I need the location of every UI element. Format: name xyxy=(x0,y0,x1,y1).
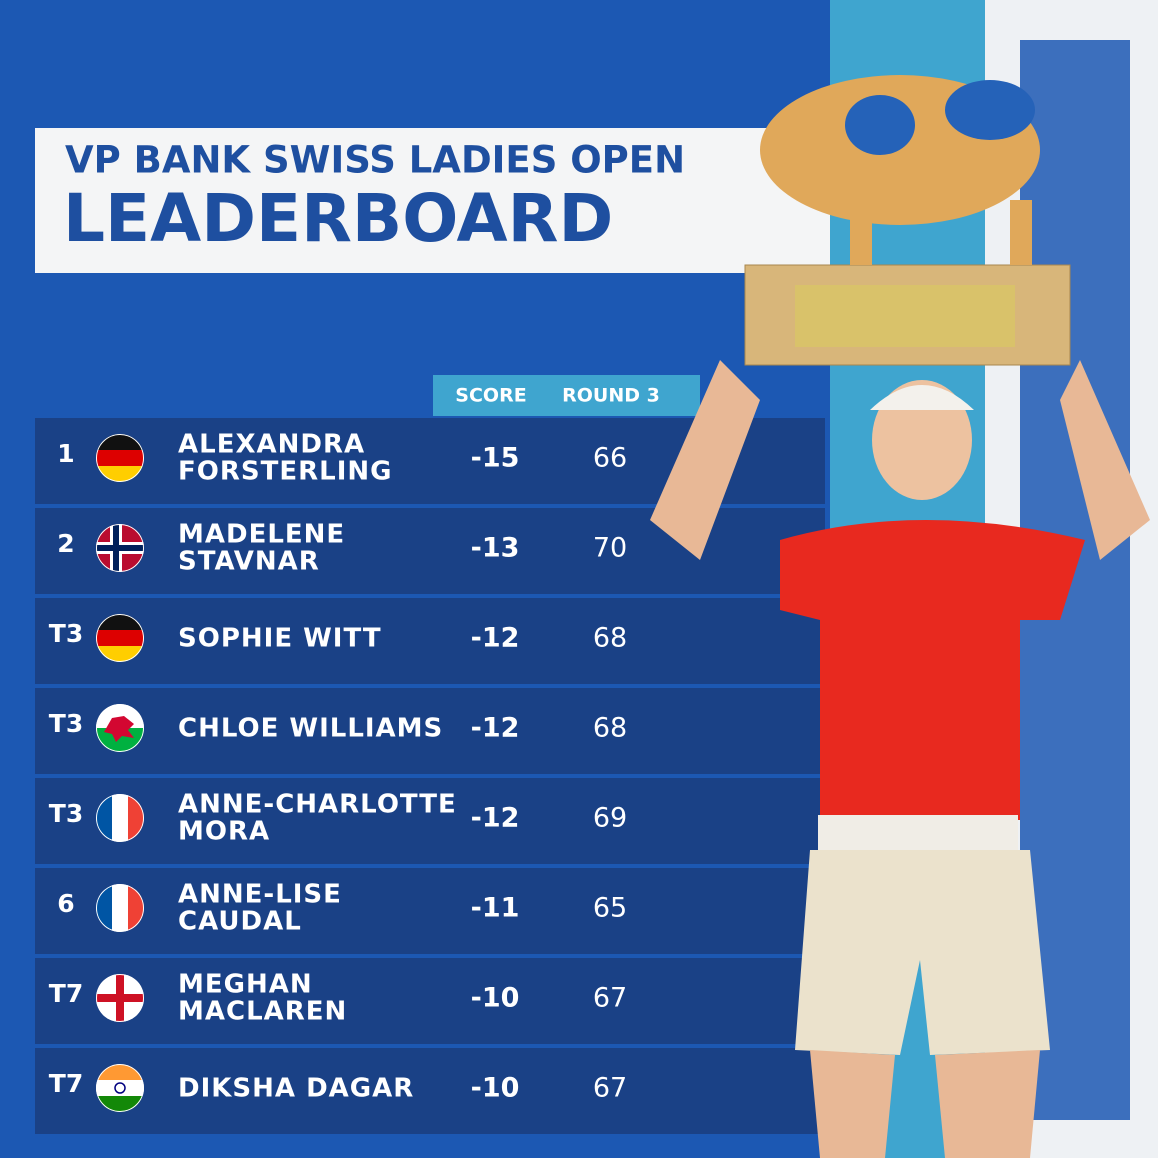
cow-leg xyxy=(1010,200,1032,265)
flag xyxy=(96,884,144,932)
player-name: MORA xyxy=(178,817,270,847)
row-background xyxy=(35,688,825,774)
belt xyxy=(818,815,1018,855)
round-score: 67 xyxy=(593,1073,627,1104)
score: -10 xyxy=(471,1073,520,1104)
position: T7 xyxy=(49,979,83,1008)
flag xyxy=(96,524,144,572)
player-name: STAVNAR xyxy=(178,547,320,577)
flag-part xyxy=(96,1080,144,1096)
flag xyxy=(96,704,144,752)
leg xyxy=(810,1050,895,1158)
round-score: 68 xyxy=(593,713,627,744)
header-title: LEADERBOARD xyxy=(63,180,613,257)
round-score: 66 xyxy=(593,443,627,474)
flag xyxy=(96,614,144,662)
player-name: DIKSHA DAGAR xyxy=(178,1074,414,1104)
arm xyxy=(650,360,760,560)
column-header: SCORE xyxy=(455,385,526,407)
player-name: CAUDAL xyxy=(178,907,302,937)
player-name: ALEXANDRA xyxy=(178,430,365,460)
flag-part xyxy=(112,884,128,932)
trophy-plaque xyxy=(795,285,1015,347)
flag xyxy=(96,434,144,482)
position: 2 xyxy=(57,529,74,558)
score: -12 xyxy=(471,803,520,834)
round-score: 68 xyxy=(593,623,627,654)
column-header: ROUND 3 xyxy=(562,385,660,407)
flag-part xyxy=(104,716,134,742)
shirt xyxy=(780,520,1085,820)
column-header-bar xyxy=(433,375,700,416)
score: -12 xyxy=(471,623,520,654)
player-name: MACLAREN xyxy=(178,997,347,1027)
position: T7 xyxy=(49,1069,83,1098)
flag xyxy=(96,974,144,1022)
player-name: ANNE-CHARLOTTE xyxy=(178,790,457,820)
round-score: 69 xyxy=(593,803,627,834)
round-score: 65 xyxy=(593,893,627,924)
score: -13 xyxy=(471,533,520,564)
player-name: SOPHIE WITT xyxy=(178,624,382,654)
score: -11 xyxy=(471,893,520,924)
header-box xyxy=(35,128,830,273)
cow-spot xyxy=(945,80,1035,140)
position: T3 xyxy=(49,619,83,648)
score: -12 xyxy=(471,713,520,744)
flag-part xyxy=(96,545,144,551)
flag-part xyxy=(96,450,144,466)
player-figure xyxy=(650,75,1150,1158)
leg xyxy=(935,1050,1040,1158)
player-name: CHLOE WILLIAMS xyxy=(178,714,443,744)
position: 1 xyxy=(57,439,74,468)
cow-leg xyxy=(850,200,872,265)
cow-spot xyxy=(845,95,915,155)
visor xyxy=(870,385,974,410)
score: -10 xyxy=(471,983,520,1014)
row-background xyxy=(35,868,825,954)
player-name: FORSTERLING xyxy=(178,457,392,487)
flag xyxy=(96,1064,144,1112)
row-background xyxy=(35,1048,825,1134)
player-name: MADELENE xyxy=(178,520,345,550)
flag-part xyxy=(114,1082,126,1094)
round-score: 67 xyxy=(593,983,627,1014)
arm xyxy=(1060,360,1150,560)
row-background xyxy=(35,778,825,864)
flag-part xyxy=(96,994,144,1002)
row-background xyxy=(35,598,825,684)
shorts xyxy=(795,850,1050,1055)
position: 6 xyxy=(57,889,74,918)
player-name: ANNE-LISE xyxy=(178,880,342,910)
player-name: MEGHAN xyxy=(178,970,313,1000)
score: -15 xyxy=(471,443,520,474)
position: T3 xyxy=(49,709,83,738)
position: T3 xyxy=(49,799,83,828)
row-background xyxy=(35,958,825,1044)
header-subtitle: VP BANK SWISS LADIES OPEN xyxy=(65,139,685,182)
flag-part xyxy=(96,630,144,646)
round-score: 70 xyxy=(593,533,627,564)
flag-part xyxy=(112,794,128,842)
flag xyxy=(96,794,144,842)
